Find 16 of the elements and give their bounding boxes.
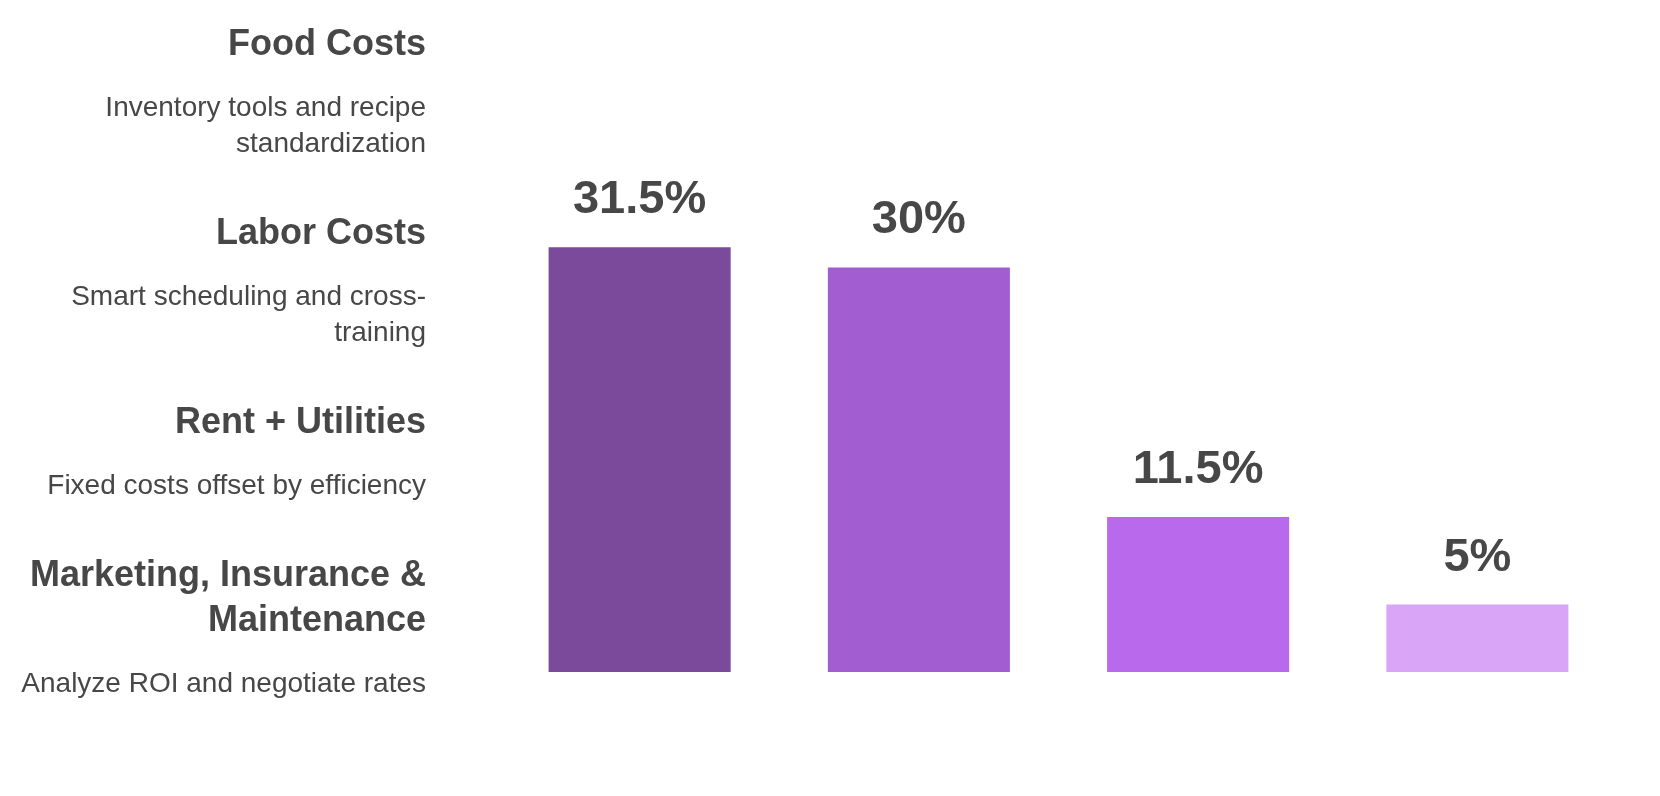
- bar: [1386, 604, 1569, 672]
- text: Fixed costs offset by efficiency: [46, 468, 426, 502]
- data-label: 11.5%: [1132, 439, 1264, 493]
- text: Rent + Utilities: [173, 399, 426, 443]
- text: Labor Costs: [214, 210, 426, 254]
- bar: [548, 247, 731, 672]
- text: Analyze ROI and negotiate rates: [20, 666, 426, 700]
- text: Inventory tools and recipe standardization: [104, 90, 426, 160]
- bar: [1107, 516, 1290, 672]
- data-label: 5%: [1443, 527, 1512, 581]
- text: Marketing, Insurance & Maintenance: [28, 552, 426, 641]
- data-label: 30%: [871, 190, 966, 244]
- text: Smart scheduling and cross-training: [70, 279, 426, 349]
- data-label: 31.5%: [572, 170, 707, 224]
- text: Food Costs: [227, 21, 426, 65]
- bar: [827, 267, 1010, 672]
